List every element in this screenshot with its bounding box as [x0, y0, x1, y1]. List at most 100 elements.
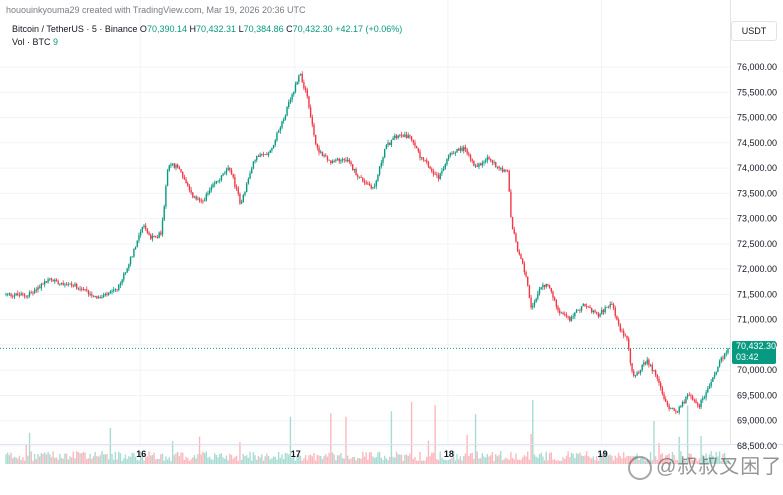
- volume-bar: [649, 452, 652, 464]
- volume-label[interactable]: Vol · BTC: [12, 37, 51, 47]
- candle-body: [153, 235, 155, 237]
- candle-body: [212, 184, 214, 188]
- candle-body: [281, 121, 283, 128]
- symbol-name[interactable]: Bitcoin / TetherUS · 5 · Binance: [12, 24, 138, 34]
- volume-bar: [426, 456, 428, 464]
- volume-bar: [10, 452, 12, 464]
- candle-body: [59, 283, 61, 285]
- candle-body: [638, 372, 640, 374]
- volume-bar: [262, 460, 265, 464]
- candle-body: [230, 170, 233, 175]
- volume-bar: [210, 459, 213, 464]
- candle-body: [124, 272, 127, 274]
- volume-bar: [118, 451, 120, 464]
- volume-bar: [552, 459, 554, 464]
- candle-body: [562, 312, 564, 314]
- time-axis[interactable]: 16 17 18 19: [136, 449, 607, 459]
- candle-body: [350, 161, 352, 165]
- candle-body: [631, 363, 633, 372]
- volume-bar: [316, 454, 319, 464]
- candle-body: [338, 158, 340, 162]
- volume-bar: [683, 460, 685, 464]
- candle-body: [237, 188, 239, 194]
- volume-bar: [479, 458, 482, 464]
- candle-body: [269, 150, 271, 153]
- volume-bar: [722, 454, 724, 464]
- candle-body: [437, 175, 440, 179]
- volume-bar: [133, 453, 135, 464]
- candle-body: [171, 163, 174, 165]
- volume-bar: [225, 455, 228, 464]
- candle-body: [170, 164, 172, 166]
- volume-bar: [572, 453, 574, 464]
- candle-body: [552, 291, 554, 298]
- volume-bar: [553, 459, 556, 464]
- candle-body: [402, 135, 404, 137]
- candle-body: [15, 293, 17, 296]
- candle-body: [33, 289, 36, 293]
- volume-bar: [176, 451, 179, 464]
- volume-bar: [532, 400, 534, 464]
- candle-body: [506, 170, 509, 172]
- candle-body: [20, 293, 22, 296]
- candle-body: [481, 162, 483, 166]
- volume-bar: [410, 401, 413, 464]
- volume-bar: [651, 460, 653, 464]
- candle-body: [469, 154, 472, 160]
- candle-body: [6, 293, 9, 295]
- volume-bar: [207, 457, 209, 464]
- volume-bar: [69, 456, 71, 464]
- price-axis[interactable]: 68,500.0069,000.0069,500.0070,000.0070,5…: [737, 62, 777, 451]
- candle-body: [383, 149, 386, 158]
- volume-bar: [242, 453, 245, 464]
- candle-body: [330, 160, 332, 164]
- volume-bar: [99, 455, 101, 464]
- volume-bar: [64, 453, 66, 464]
- volume-bar: [675, 459, 677, 464]
- candle-body: [138, 235, 140, 241]
- candle-body: [377, 174, 379, 181]
- volume-bar: [542, 456, 544, 464]
- volume-bar: [50, 457, 53, 464]
- volume-bar: [187, 458, 189, 464]
- volume-bar: [55, 457, 58, 464]
- candle-body: [484, 160, 487, 162]
- candle-body: [372, 187, 374, 189]
- candle-body: [693, 399, 696, 401]
- volume-bar: [503, 459, 505, 464]
- volume-bar: [590, 458, 593, 464]
- candle-body: [262, 154, 265, 155]
- volume-bar: [62, 458, 64, 464]
- candle-body: [550, 288, 552, 292]
- volume-bar: [527, 451, 529, 464]
- volume-bar: [75, 451, 78, 464]
- candle-body: [91, 294, 93, 296]
- candle-body: [37, 287, 39, 290]
- currency-button[interactable]: USDT: [731, 21, 777, 41]
- candle-body: [89, 294, 91, 295]
- candle-body: [84, 289, 86, 290]
- volume-bar: [331, 452, 334, 464]
- candle-body: [439, 173, 441, 179]
- candle-body: [495, 162, 497, 167]
- volume-bar: [222, 457, 224, 464]
- candle-body: [387, 142, 389, 146]
- candle-body: [533, 301, 536, 306]
- candle-body: [575, 309, 578, 313]
- candle-body: [431, 168, 433, 172]
- candle-body: [86, 289, 88, 291]
- candle-body: [447, 155, 450, 160]
- candle-body: [358, 176, 361, 178]
- candle-body: [118, 285, 120, 290]
- volume-bar: [82, 451, 85, 464]
- volume-bar: [616, 457, 618, 464]
- volume-bar: [587, 456, 590, 464]
- volume-bar: [106, 453, 108, 464]
- volume-bar: [392, 456, 394, 464]
- volume-bar: [707, 460, 709, 464]
- volume-bar: [409, 453, 411, 464]
- price-tick-label: 75,500.00: [737, 87, 777, 97]
- candle-body: [515, 233, 517, 242]
